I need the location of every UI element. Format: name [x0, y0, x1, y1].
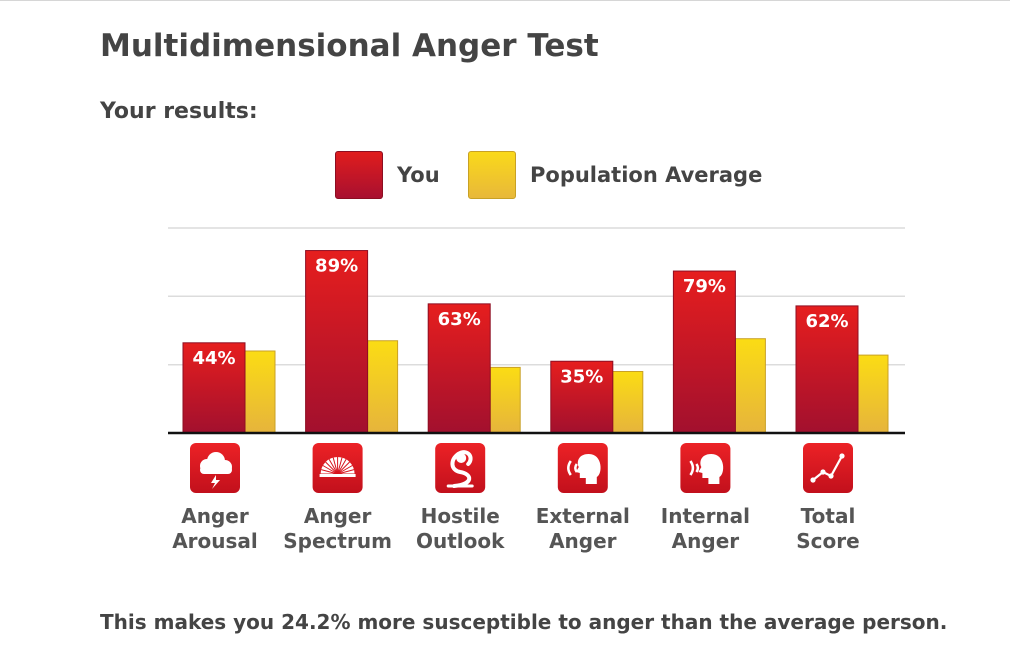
internal-voice-icon: [680, 443, 731, 493]
bar-you-0: [182, 342, 246, 434]
cloud-base: [200, 466, 232, 474]
bar-average-2: [489, 366, 521, 434]
fan-rib: [322, 465, 338, 475]
bar-average-4: [734, 338, 766, 434]
legend-label-average: Population Average: [530, 163, 763, 187]
category-label: Arousal: [172, 529, 258, 553]
sound-wave: [695, 463, 700, 473]
category-label: Spectrum: [283, 529, 392, 553]
bar-you-1: [305, 250, 369, 434]
bar-average-3: [612, 371, 644, 434]
page-title: Multidimensional Anger Test: [100, 28, 599, 64]
bar-average-1: [367, 340, 399, 434]
snake-head: [456, 453, 467, 463]
bar-value-label: 35%: [560, 366, 603, 387]
fan-rib: [328, 459, 339, 475]
category-label: Internal: [661, 504, 750, 528]
result-summary: This makes you 24.2% more susceptible to…: [100, 610, 948, 634]
bar-value-label: 63%: [438, 309, 481, 330]
sound-wave: [689, 460, 695, 476]
fan-rib: [321, 469, 338, 475]
category-label: Anger: [549, 529, 617, 553]
fan-rib: [337, 465, 353, 475]
category-label: Total: [801, 504, 856, 528]
trend-point: [839, 453, 845, 459]
spectrum-fan-icon: [312, 443, 363, 493]
trend-point: [820, 469, 826, 475]
fan-rib: [332, 457, 339, 475]
icon-tile: [803, 443, 853, 493]
chart-legend: You Population Average: [0, 150, 1010, 200]
legend-label-you: You: [397, 163, 440, 187]
line-chart-icon: [803, 443, 853, 493]
external-voice-icon: [557, 443, 608, 493]
snake-body: [450, 450, 473, 488]
trend-point: [810, 477, 816, 483]
legend-swatch-average: [468, 151, 516, 199]
bar-you-4: [672, 270, 736, 434]
lightning-bolt: [211, 475, 220, 489]
fan-rib: [337, 459, 347, 475]
sound-wave: [567, 460, 572, 476]
head-silhouette: [575, 454, 601, 484]
category-label: Anger: [181, 504, 249, 528]
head-silhouette: [698, 454, 724, 484]
results-heading: Your results:: [100, 99, 258, 124]
bar-you-3: [550, 360, 614, 434]
fan-rib: [337, 469, 355, 475]
legend-item-average: Population Average: [468, 150, 762, 200]
trend-point: [828, 473, 834, 479]
storm-cloud-icon: [190, 443, 240, 493]
category-label: Hostile: [421, 504, 500, 528]
bar-value-label: 62%: [805, 311, 848, 332]
bar-you-5: [795, 305, 859, 434]
category-label: External: [536, 504, 630, 528]
results-bar-chart: 44%AngerArousal89%AngerSpectrum63%Hostil…: [168, 227, 905, 553]
fan-base: [319, 474, 356, 477]
category-label: Score: [796, 529, 859, 553]
bar-value-label: 79%: [683, 276, 726, 297]
top-divider: [0, 0, 1010, 1]
fan-rib: [337, 461, 350, 475]
trend-line: [812, 455, 843, 481]
bar-average-5: [857, 354, 889, 434]
category-label: Anger: [672, 529, 740, 553]
fan-rib: [325, 461, 338, 475]
legend-swatch-you: [335, 151, 383, 199]
icon-tile: [435, 443, 486, 493]
bar-you-2: [427, 303, 491, 434]
bar-average-0: [244, 350, 276, 434]
category-label: Anger: [304, 504, 372, 528]
cobra-icon: [435, 443, 486, 493]
category-label: Outlook: [416, 529, 505, 553]
fan-rib: [337, 457, 343, 475]
bar-value-label: 89%: [315, 256, 358, 277]
legend-item-you: You: [335, 150, 440, 200]
bar-value-label: 44%: [192, 348, 235, 369]
